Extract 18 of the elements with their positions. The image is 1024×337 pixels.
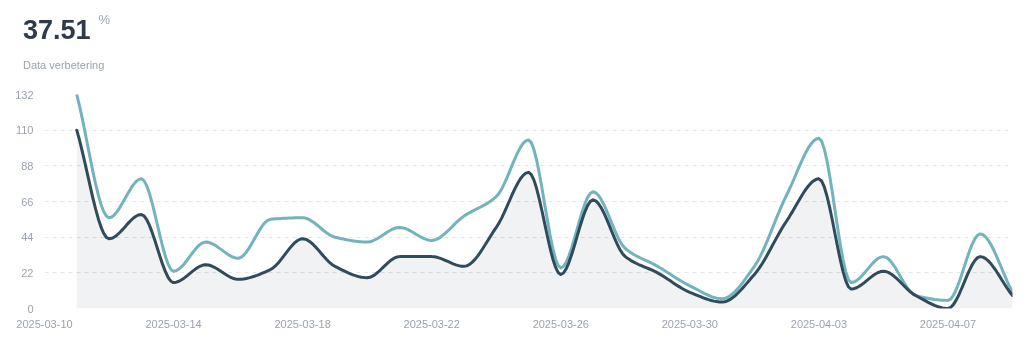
y-tick-label: 44 — [21, 231, 34, 244]
y-tick-label: 0 — [27, 302, 34, 315]
x-tick-label: 2025-04-03 — [790, 317, 848, 330]
chart-title: 37.51 — [23, 15, 91, 45]
text: % — [98, 12, 111, 27]
chart-subtitle: Data verbetering — [23, 57, 106, 73]
y-tick-label: 66 — [21, 195, 34, 208]
x-tick-label: 2025-03-14 — [145, 317, 202, 330]
y-tick-label: 88 — [21, 159, 34, 172]
x-tick-label: 2025-03-10 — [16, 317, 73, 330]
y-tick-label: 110 — [15, 124, 34, 137]
x-tick-label: 2025-03-22 — [403, 317, 460, 330]
x-tick-label: 2025-03-18 — [274, 317, 331, 330]
y-tick-label: 22 — [21, 266, 34, 279]
x-tick-label: 2025-03-26 — [532, 317, 589, 330]
y-tick-label: 132 — [15, 88, 34, 101]
x-tick-label: 2025-04-07 — [919, 317, 977, 330]
x-tick-label: 2025-03-30 — [661, 317, 718, 330]
